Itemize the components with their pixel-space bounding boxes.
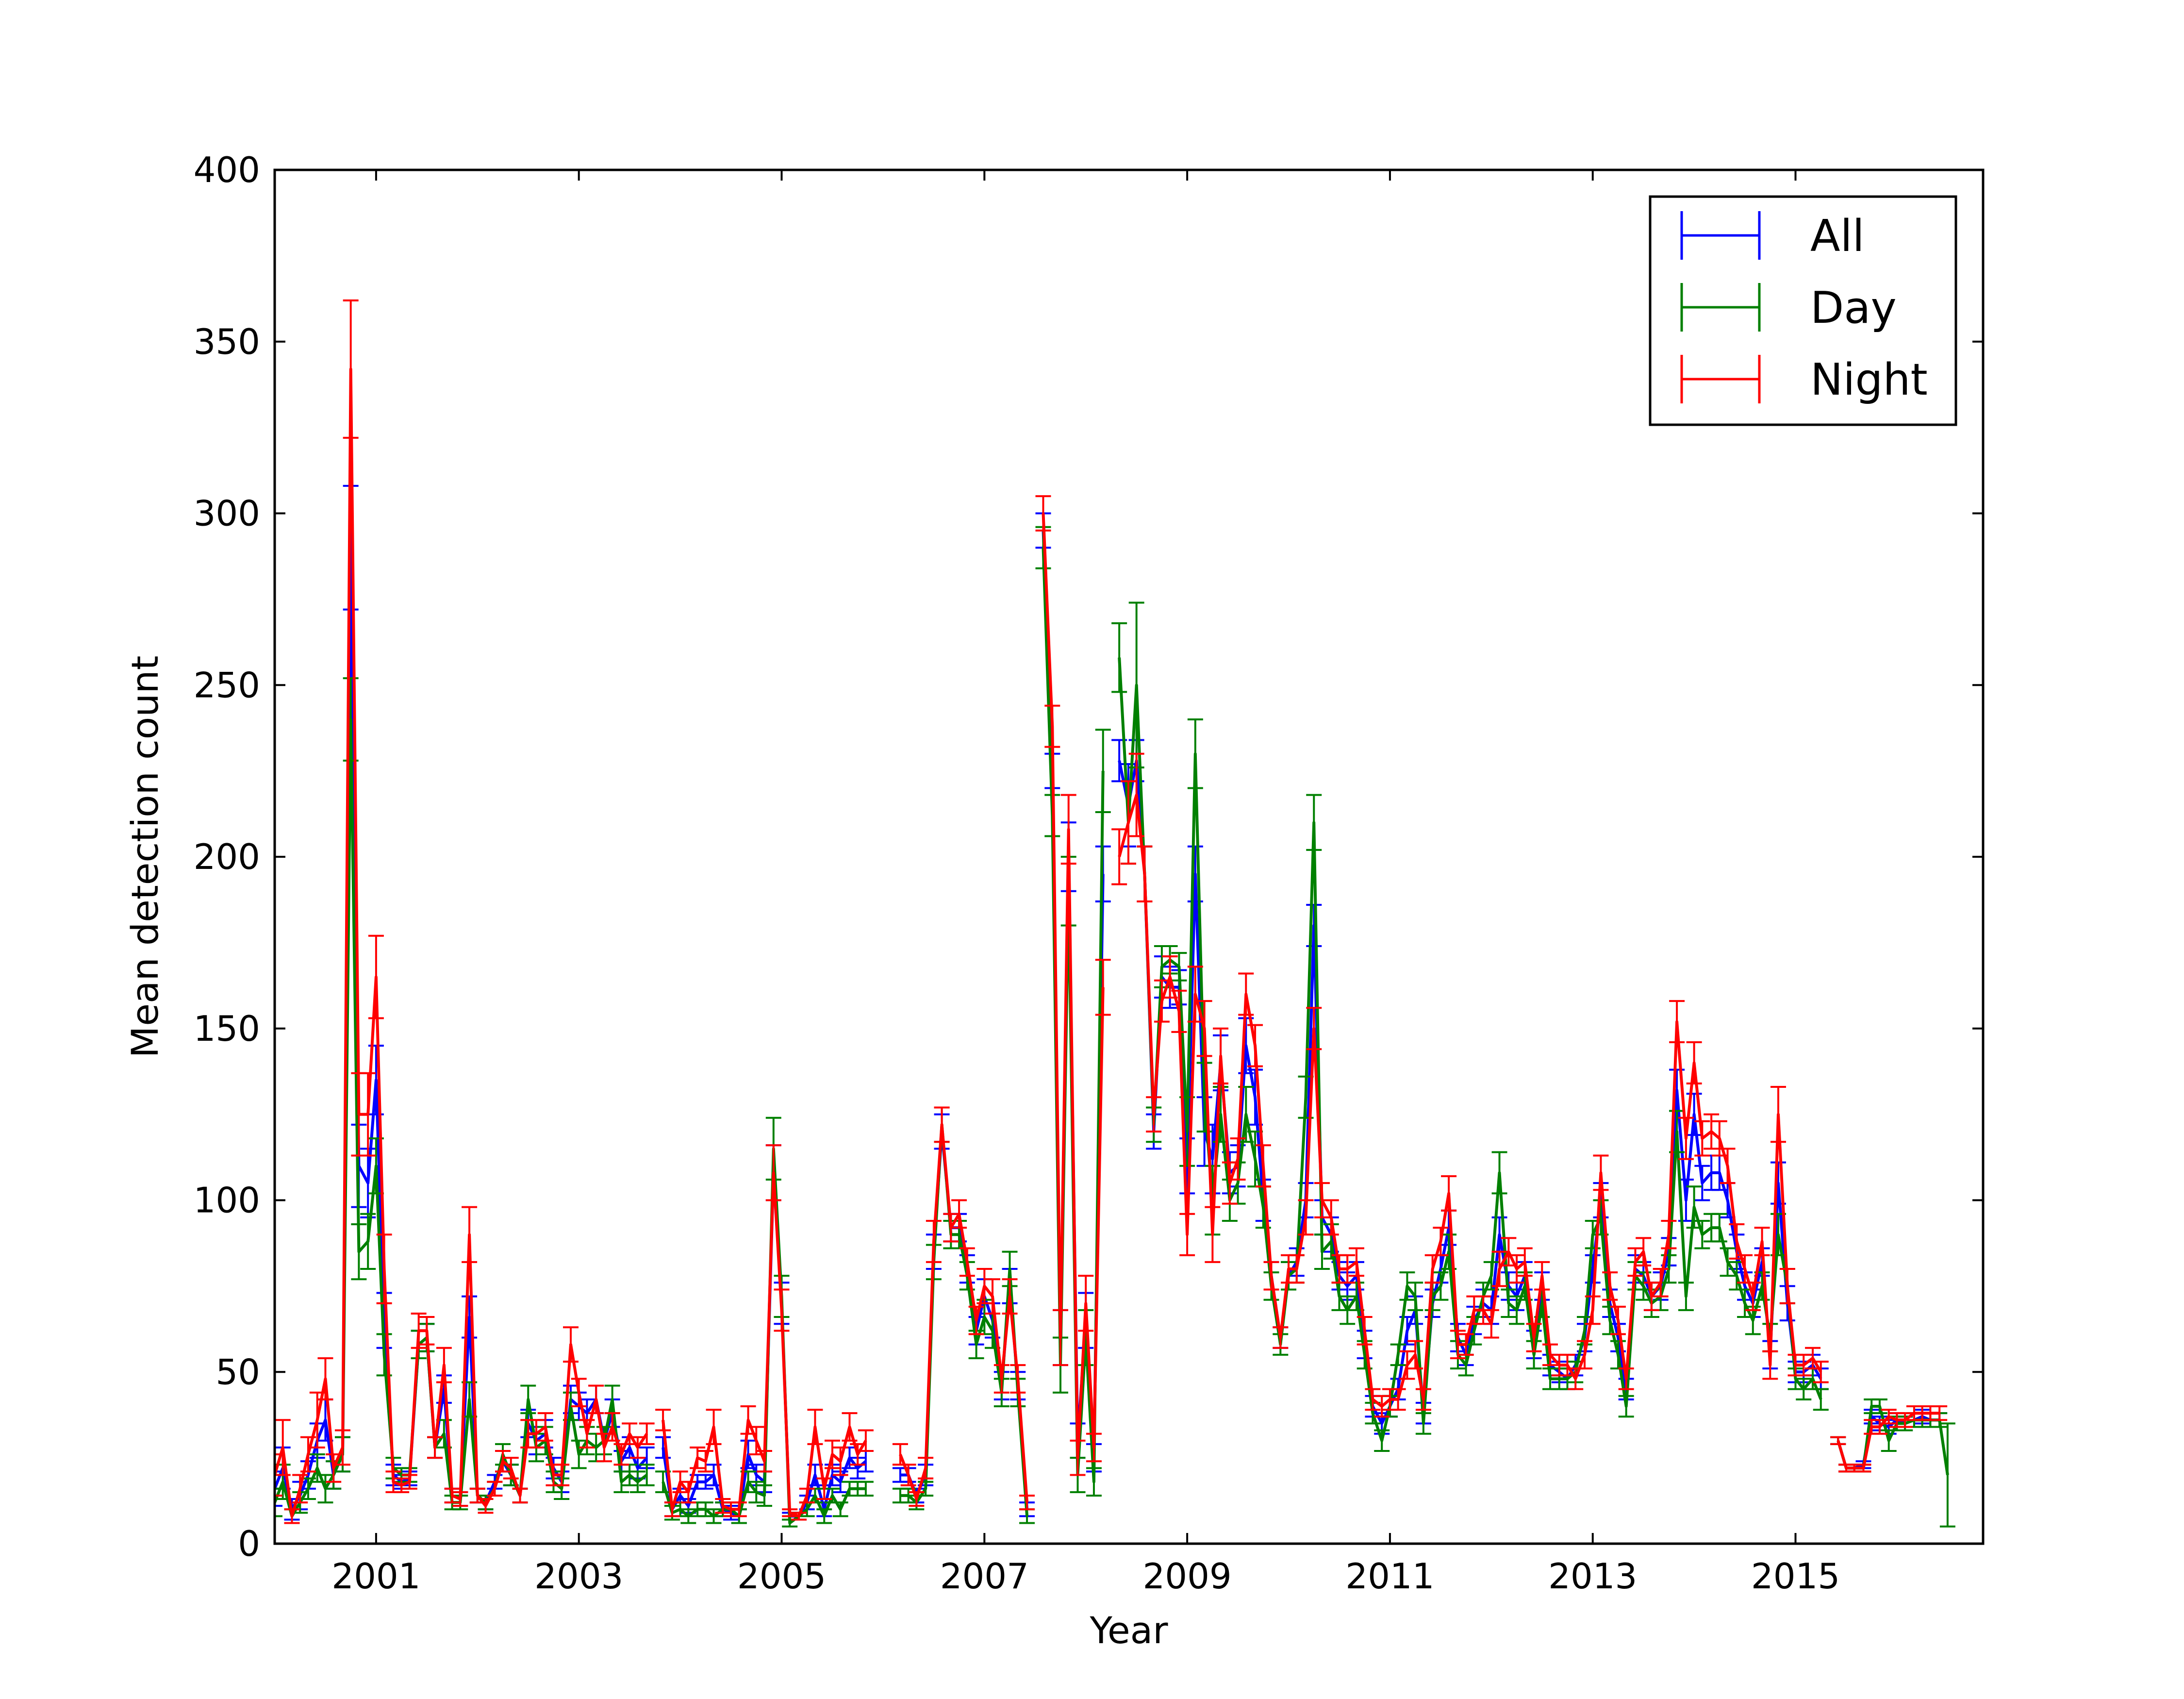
x-tick-label-2013: 2013: [1548, 1556, 1637, 1597]
x-tick-label-2007: 2007: [940, 1556, 1029, 1597]
y-axis: 0 50 100 150 200 250 300 350 400: [194, 150, 1983, 1564]
series-line-night-0: [275, 367, 648, 1518]
series-night: [275, 299, 1948, 1524]
legend-swatch-all: [1680, 211, 1761, 260]
y-tick-label-0: 0: [238, 1523, 260, 1564]
x-tick-label-2005: 2005: [737, 1556, 826, 1597]
legend-label-all: All: [1810, 211, 1865, 262]
y-tick-label-150: 150: [194, 1008, 260, 1049]
y-tick-label-50: 50: [215, 1351, 260, 1392]
legend-entry-all: All: [1680, 211, 1865, 262]
series-line-day-1: [662, 1147, 866, 1525]
x-tick-label-2009: 2009: [1143, 1556, 1232, 1597]
series-layer: [275, 299, 1955, 1528]
legend: All Day Night: [1649, 195, 1957, 426]
series-line-night-3: [1042, 513, 1105, 1460]
x-tick-label-2015: 2015: [1751, 1556, 1840, 1597]
x-axis: 2001 2003 2005 2007 2009 2011 2013 2015: [331, 170, 1840, 1597]
legend-swatch-day: [1680, 283, 1761, 332]
legend-entry-night: Night: [1680, 354, 1928, 405]
y-tick-label-250: 250: [194, 665, 260, 705]
x-tick-label-2003: 2003: [534, 1556, 623, 1597]
series-line-night-5: [1837, 1412, 1940, 1470]
legend-label-night: Night: [1810, 354, 1928, 405]
legend-swatch-night: [1680, 355, 1761, 403]
y-axis-label: Mean detection count: [123, 656, 166, 1058]
y-tick-label-300: 300: [194, 493, 260, 534]
y-tick-label-400: 400: [194, 150, 260, 190]
legend-entry-day: Day: [1680, 283, 1897, 333]
y-tick-label-350: 350: [194, 321, 260, 362]
y-tick-label-200: 200: [194, 836, 260, 877]
y-tick-label-100: 100: [194, 1180, 260, 1221]
series-line-night-4: [1118, 793, 1822, 1408]
x-tick-label-2001: 2001: [331, 1556, 420, 1597]
x-tick-label-2011: 2011: [1345, 1556, 1434, 1597]
series-line-day-4: [1118, 657, 1822, 1442]
series-line-night-2: [899, 1123, 1029, 1503]
legend-label-day: Day: [1810, 283, 1897, 333]
series-line-night-1: [662, 1171, 867, 1518]
x-axis-label: Year: [1090, 1609, 1169, 1652]
